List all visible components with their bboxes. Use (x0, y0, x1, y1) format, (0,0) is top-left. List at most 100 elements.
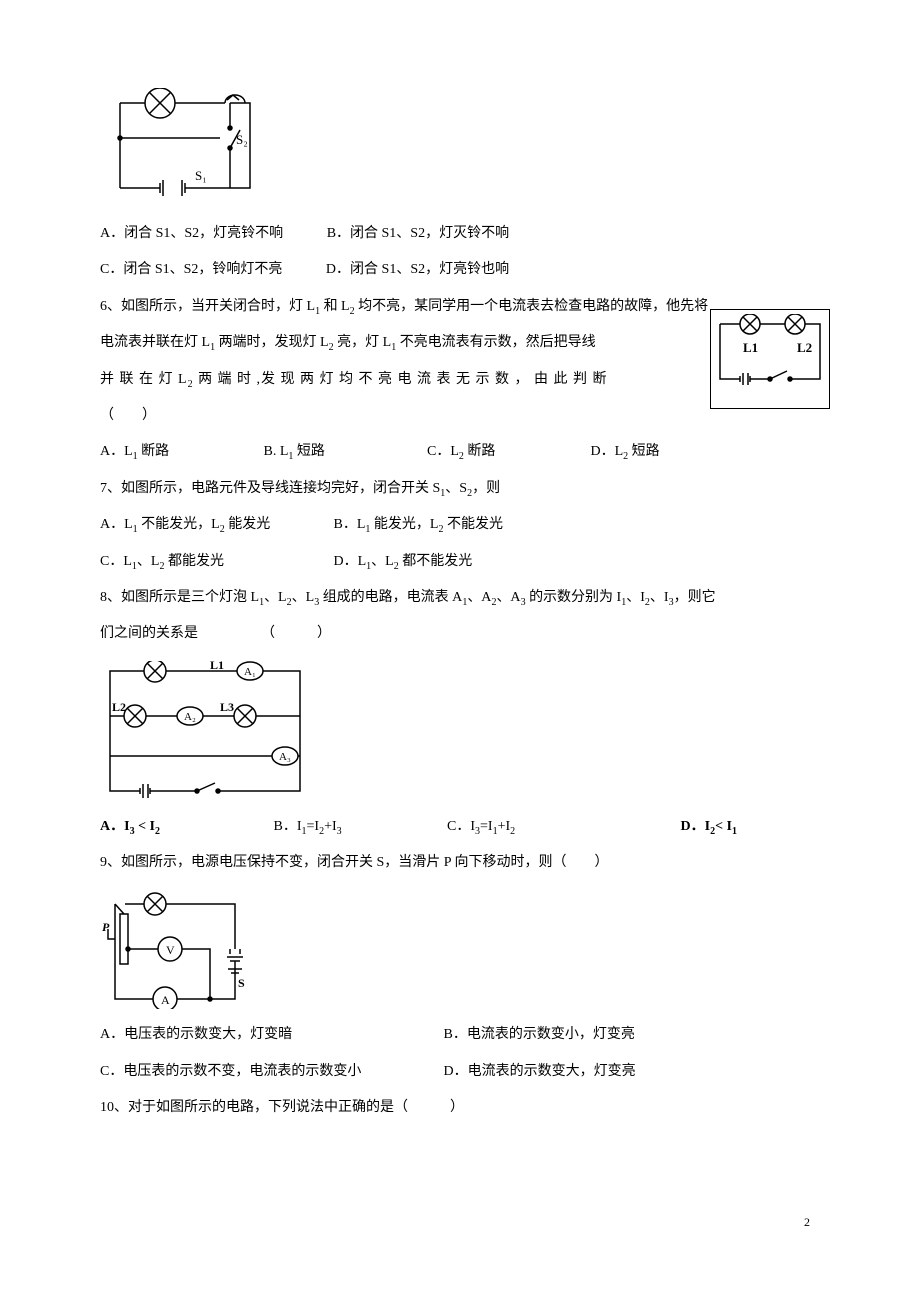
s-label: S (238, 976, 245, 990)
q7-s2: 、S (445, 481, 467, 496)
q7-options-ab: A．L1 不能发光，L2 能发光 B．L1 能发光，L2 不能发光 (100, 507, 820, 543)
q8-opt-a: A．I3 < I2 (100, 809, 270, 845)
q5-opt-b: B．闭合 S1、S2，灯灭铃不响 (327, 216, 509, 252)
q8c-m1: =I (480, 819, 493, 834)
q6-t2: 和 L (320, 299, 350, 314)
q9-circuit-svg: P V A S (100, 889, 250, 1009)
q8-options: A．I3 < I2 B．I1=I2+I3 C．I3=I1+I2 D．I2< I1 (100, 809, 820, 845)
q7b-po: 不能发光 (443, 517, 503, 532)
q7a-p: A．L (100, 517, 133, 532)
q9-stem: 9、如图所示，电源电压保持不变，闭合开关 S，当滑片 P 向下移动时，则（ ） (100, 845, 820, 881)
q5-options-cd: C．闭合 S1、S2，铃响灯不亮 D．闭合 S1、S2，灯亮铃也响 (100, 252, 820, 288)
q6-circuit: L1 L2 (710, 309, 830, 409)
q8-t9: 、I (650, 590, 669, 605)
l2-label: L2 (112, 700, 126, 714)
q7-opt-d: D．L1、L2 都不能发光 (334, 554, 473, 569)
q6-block: L1 L2 6、如图所示，当开关闭合时，灯 L1 和 L2 均不亮，某同学用一个… (100, 289, 820, 435)
q8-t8: 、I (626, 590, 645, 605)
q6-l2a: 电流表并联在灯 L (100, 335, 210, 350)
q5-opt-c: C．闭合 S1、S2，铃响灯不亮 (100, 252, 282, 288)
q5-options-ab: A．闭合 S1、S2，灯亮铃不响 B．闭合 S1、S2，灯灭铃不响 (100, 216, 820, 252)
q9-opt-d: D．电流表的示数变大，灯变亮 (444, 1064, 636, 1079)
q8b-m2: +I (324, 819, 337, 834)
q6a-post: 断路 (138, 444, 170, 459)
q8b-s3: 3 (337, 825, 342, 836)
l1-label: L1 (743, 340, 758, 355)
q6c-pre: C．L (427, 444, 459, 459)
q8-opt-c: C．I3=I1+I2 (447, 809, 677, 845)
q7c-p: C．L (100, 554, 132, 569)
q7-options-cd: C．L1、L2 都能发光 D．L1、L2 都不能发光 (100, 544, 820, 580)
q6d-pre: D．L (591, 444, 624, 459)
q9-opt-a: A．电压表的示数变大，灯变暗 (100, 1017, 440, 1053)
q7d-p: D．L (334, 554, 367, 569)
q8-t10: ，则它 (674, 590, 716, 605)
page-number: 2 (100, 1207, 820, 1238)
q8a-s2: 2 (155, 825, 160, 836)
v-label: V (166, 943, 175, 957)
q7a-m: 不能发光，L (138, 517, 220, 532)
q7-opt-c: C．L1、L2 都能发光 (100, 544, 330, 580)
q8-stem-line2: 们之间的关系是 （ ） (100, 616, 820, 652)
q7-s1: 7、如图所示，电路元件及导线连接均完好，闭合开关 S (100, 481, 440, 496)
q8a-m: < I (135, 819, 155, 834)
q6-l2d: 不亮电流表有示数，然后把导线 (396, 335, 596, 350)
q8-stem-line1: 8、如图所示是三个灯泡 L1、L2、L3 组成的电路，电流表 A1、A2、A3 … (100, 580, 820, 616)
q6-opt-d: D．L2 短路 (591, 434, 711, 470)
q8-t7: 的示数分别为 I (526, 590, 622, 605)
q7c-m: 、L (137, 554, 160, 569)
l3-label: L3 (220, 700, 234, 714)
q9-options-ab: A．电压表的示数变大，灯变暗 B．电流表的示数变小，灯变亮 (100, 1017, 820, 1053)
q6-l3a: 并 联 在 灯 L (100, 372, 188, 387)
q6-circuit-svg: L1 L2 (715, 314, 825, 389)
q8-t2: 、L (264, 590, 287, 605)
a1-label: A₁ (244, 666, 256, 678)
q8c-p: C．I (447, 819, 475, 834)
q7-opt-a: A．L1 不能发光，L2 能发光 (100, 507, 330, 543)
q7b-m: 能发光，L (370, 517, 438, 532)
q6-options: A．L1 断路 B. L1 短路 C．L2 断路 D．L2 短路 (100, 434, 820, 470)
q6-l2c: 亮，灯 L (334, 335, 392, 350)
q6-opt-b: B. L1 短路 (264, 434, 424, 470)
q7c-po: 都能发光 (164, 554, 224, 569)
q8-t6: 、A (496, 590, 520, 605)
q6b-post: 短路 (293, 444, 325, 459)
s1-label: S₁ (195, 168, 207, 183)
q8-t3: 、L (292, 590, 315, 605)
q8a-p: A．I (100, 819, 130, 834)
q8-opt-b: B．I1=I2+I3 (274, 809, 444, 845)
l1-label: L1 (210, 661, 224, 672)
q9-circuit: P V A S (100, 889, 820, 1009)
l2-label: L2 (797, 340, 812, 355)
q10-stem: 10、对于如图所示的电路，下列说法中正确的是（ ） (100, 1090, 820, 1126)
q8-t1: 8、如图所示是三个灯泡 L (100, 590, 259, 605)
q6-l3b: 两 端 时 ,发 现 两 灯 均 不 亮 电 流 表 无 示 数 ， 由 此 判… (194, 372, 608, 387)
q9-options-cd: C．电压表的示数不变，电流表的示数变小 D．电流表的示数变大，灯变亮 (100, 1054, 820, 1090)
s2-label: S₂ (236, 132, 248, 147)
q6d-post: 短路 (628, 444, 660, 459)
q8b-m1: =I (307, 819, 320, 834)
q8c-m2: +I (498, 819, 511, 834)
q7d-po: 都不能发光 (399, 554, 473, 569)
q9-opt-c: C．电压表的示数不变，电流表的示数变小 (100, 1054, 440, 1090)
q8d-s2: 1 (732, 825, 737, 836)
q5-opt-a: A．闭合 S1、S2，灯亮铃不响 (100, 216, 283, 252)
q9-opt-b: B．电流表的示数变小，灯变亮 (444, 1027, 635, 1042)
q7-s3: ，则 (472, 481, 500, 496)
q6-l2b: 两端时，发现灯 L (215, 335, 329, 350)
q7-stem: 7、如图所示，电路元件及导线连接均完好，闭合开关 S1、S2，则 (100, 471, 820, 507)
q6-t1: 6、如图所示，当开关闭合时，灯 L (100, 299, 315, 314)
a3-label: A₃ (279, 751, 291, 763)
q5-circuit-svg: S₂ S₁ (100, 88, 270, 208)
a-label: A (161, 993, 170, 1007)
a2-label: A₂ (184, 711, 196, 723)
q6-t3: 均不亮，某同学用一个电流表去检查电路的故障，他先将 (355, 299, 709, 314)
q6-opt-a: A．L1 断路 (100, 434, 260, 470)
q5-opt-d: D．闭合 S1、S2，灯亮铃也响 (326, 252, 509, 288)
q8-t5: 、A (467, 590, 491, 605)
q6b-pre: B. L (264, 444, 289, 459)
q7a-po: 能发光 (225, 517, 271, 532)
q7-opt-b: B．L1 能发光，L2 不能发光 (334, 517, 503, 532)
q7b-p: B．L (334, 517, 366, 532)
q8-circuit-svg: L1 L2 L3 A₁ A₂ A₃ (100, 661, 310, 801)
